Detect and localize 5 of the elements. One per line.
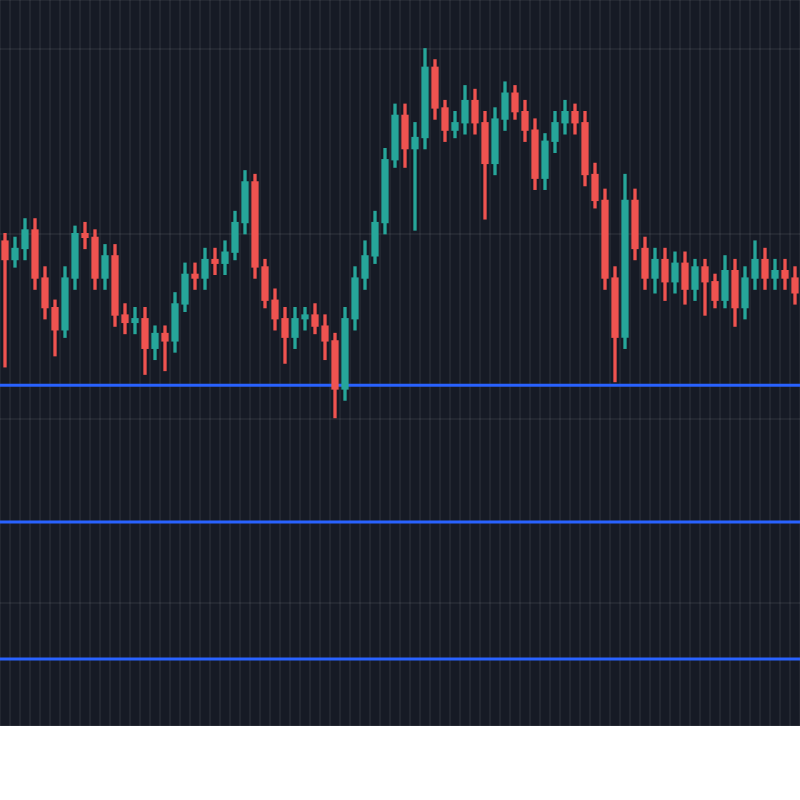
- candlestick: [1, 233, 9, 368]
- candlestick: [211, 247, 219, 276]
- candlestick: [161, 325, 169, 372]
- candlestick: [191, 262, 199, 290]
- candlestick: [131, 306, 139, 335]
